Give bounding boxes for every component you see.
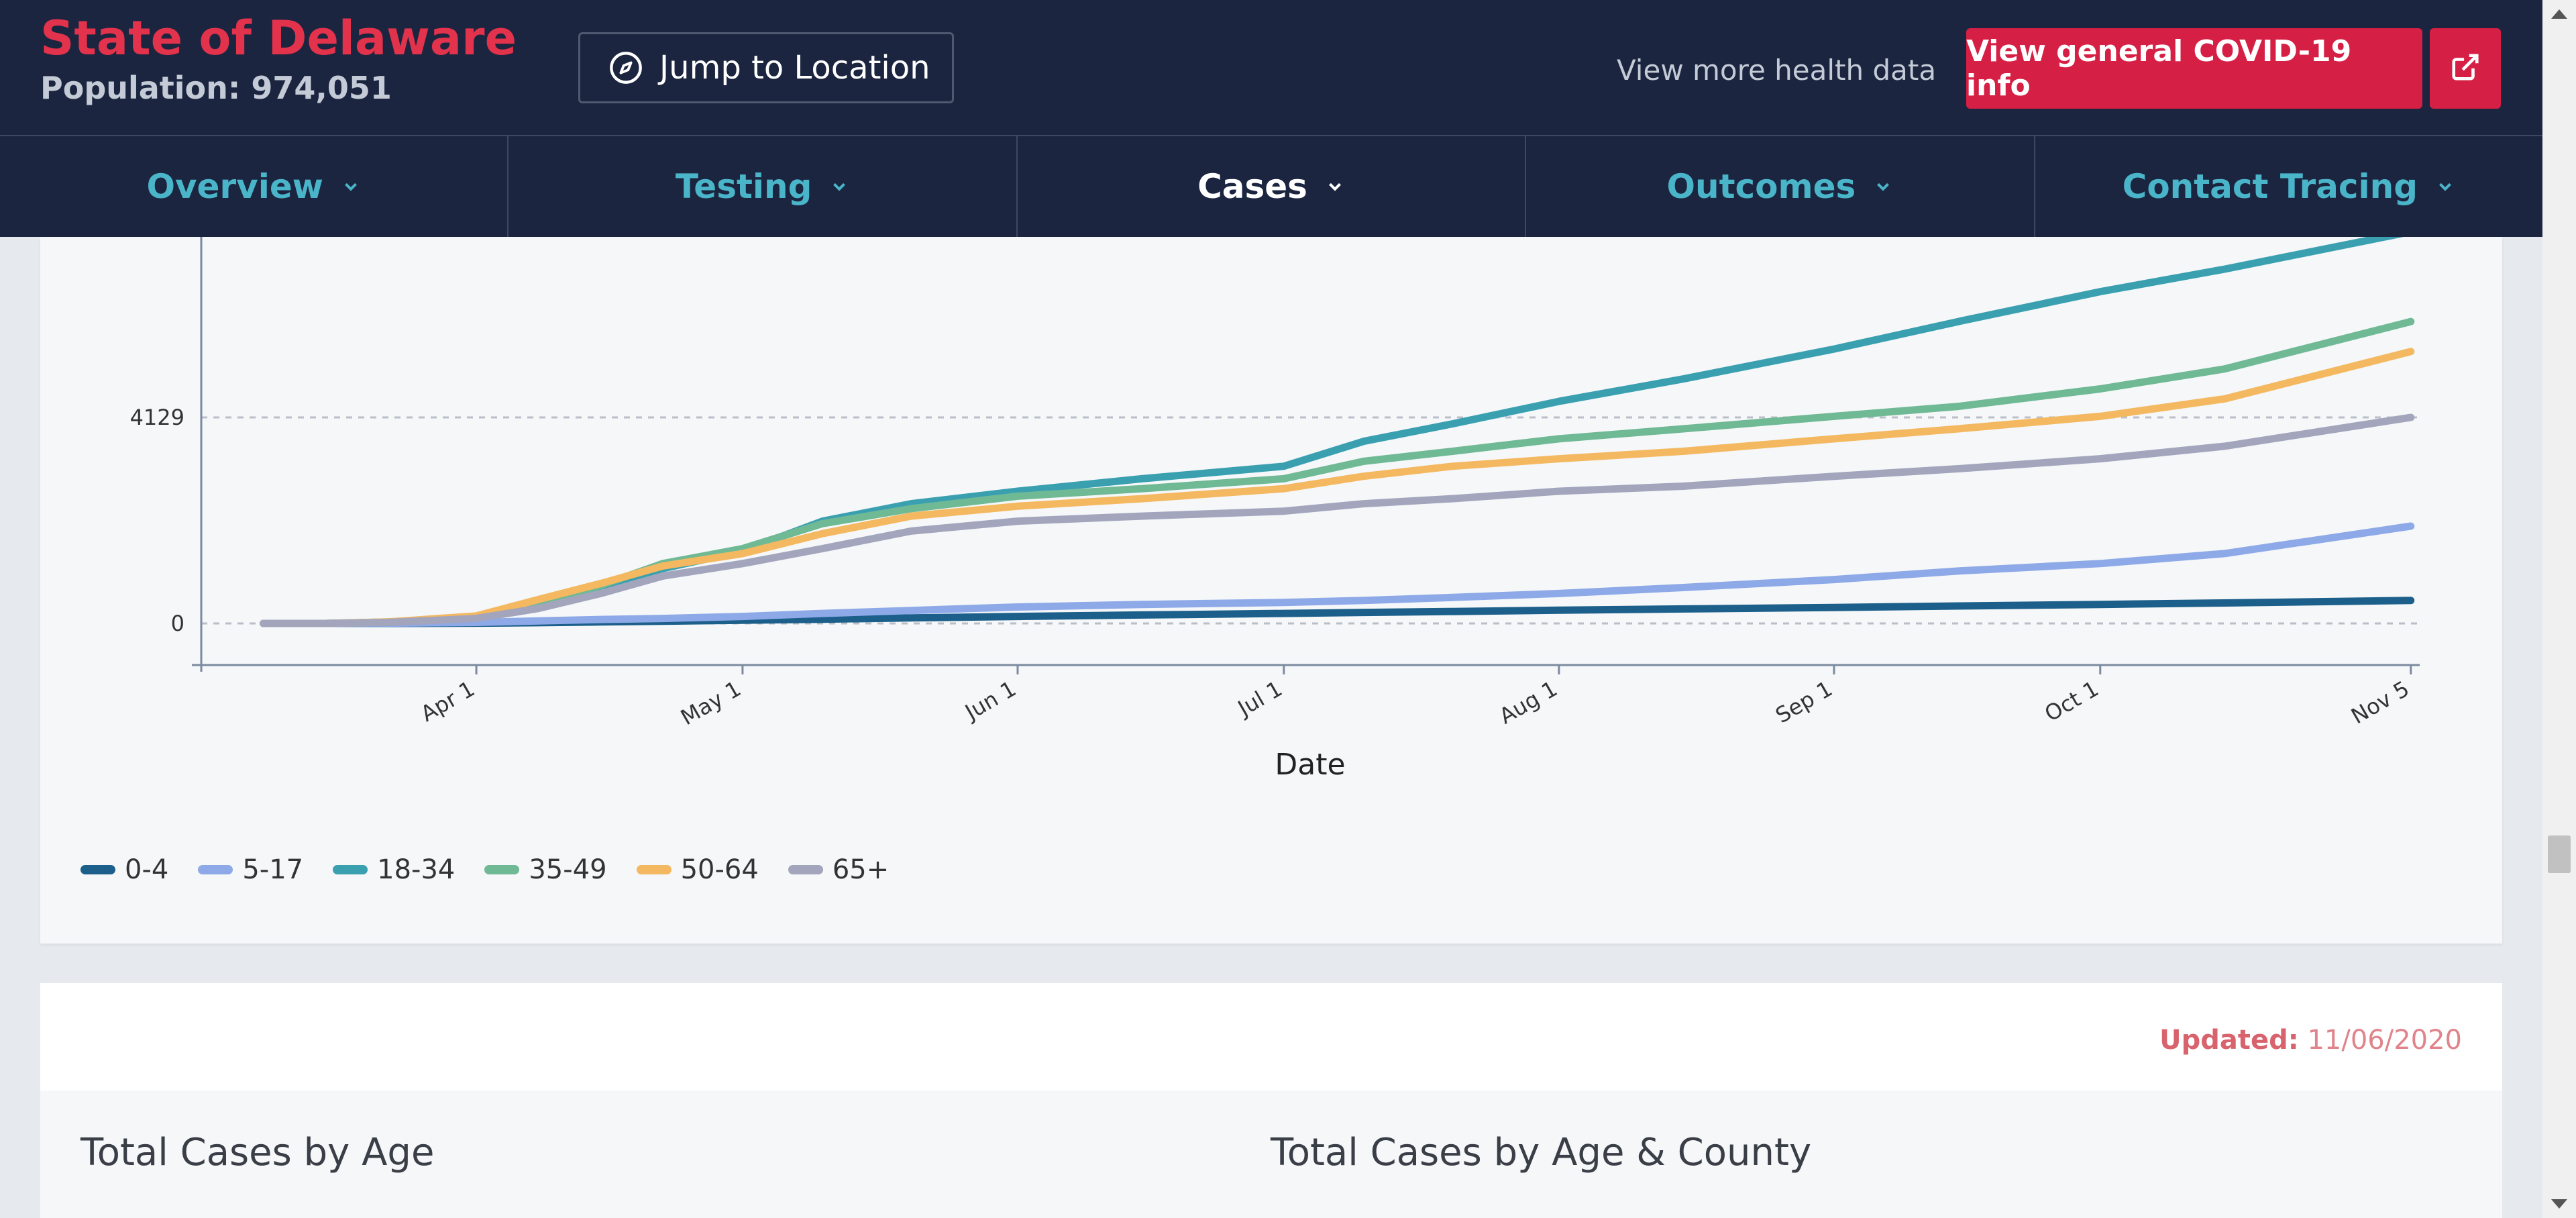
chevron-down-icon	[341, 176, 361, 197]
y-tick-label: 4129	[130, 405, 184, 430]
legend-label: 50-64	[680, 854, 759, 885]
scroll-down-arrow[interactable]	[2551, 1199, 2567, 1209]
legend-item-65+[interactable]: 65+	[788, 854, 889, 885]
nav-cases-label: Cases	[1197, 167, 1307, 206]
scroll-thumb[interactable]	[2548, 835, 2571, 873]
series-line-35-49	[260, 317, 2415, 627]
legend-swatch	[198, 865, 233, 874]
x-tick-label: Apr 1	[417, 676, 479, 727]
legend-label: 5-17	[242, 854, 304, 885]
updated-timestamp: Updated: 11/06/2020	[2159, 1025, 2462, 1056]
nav-testing-label: Testing	[675, 167, 812, 206]
x-tick-label: Oct 1	[2040, 676, 2102, 727]
chevron-down-icon	[829, 176, 849, 197]
population-text: Population: 974,051	[40, 70, 392, 106]
section-header-band	[40, 1090, 2502, 1218]
page-scrollbar[interactable]	[2542, 0, 2576, 1218]
nav-testing[interactable]: Testing	[508, 136, 1018, 237]
series-line-5-17	[260, 522, 2415, 627]
external-link-button[interactable]	[2430, 28, 2501, 109]
chevron-down-icon	[1325, 176, 1345, 197]
external-link-icon	[2450, 52, 2481, 85]
cases-line-chart: 0 4129 Apr 1 May 1 Jun 1 Jul 1 Aug 1 Sep 1 Oct 1…	[130, 237, 2420, 782]
legend-swatch	[333, 865, 368, 874]
total-cases-by-age-title: Total Cases by Age	[80, 1131, 435, 1174]
chevron-down-icon	[2435, 176, 2455, 197]
section-nav: Overview Testing Cases Outcomes Contact …	[0, 135, 2542, 237]
x-tick-label: Sep 1	[1771, 676, 1837, 728]
nav-overview-label: Overview	[146, 167, 323, 206]
chart-legend: 0-4 5-17 18-34 35-49 50-64 65+	[80, 854, 889, 885]
legend-swatch	[636, 865, 672, 874]
legend-swatch	[484, 865, 520, 874]
view-covid-info-button[interactable]: View general COVID-19 info	[1966, 28, 2422, 109]
x-tick-label: Aug 1	[1495, 676, 1562, 729]
y-tick-label: 0	[171, 611, 184, 636]
legend-label: 65+	[832, 854, 890, 885]
legend-swatch	[788, 865, 823, 874]
updated-label: Updated:	[2159, 1025, 2299, 1056]
top-header: State of Delaware Population: 974,051 Ju…	[0, 0, 2542, 135]
legend-label: 0-4	[125, 854, 169, 885]
compass-icon	[608, 50, 643, 85]
nav-outcomes-label: Outcomes	[1666, 167, 1856, 206]
legend-swatch	[80, 865, 115, 874]
nav-outcomes[interactable]: Outcomes	[1526, 136, 2035, 237]
total-cases-by-age-county-title: Total Cases by Age & County	[1271, 1131, 1812, 1174]
legend-item-35-49[interactable]: 35-49	[484, 854, 607, 885]
jump-to-location-button[interactable]: Jump to Location	[578, 32, 954, 103]
nav-cases[interactable]: Cases	[1018, 136, 1527, 237]
x-tick-label: Jul 1	[1232, 676, 1287, 721]
chevron-down-icon	[1873, 176, 1893, 197]
scroll-up-arrow[interactable]	[2551, 9, 2567, 19]
series-line-50-64	[260, 348, 2415, 627]
nav-overview[interactable]: Overview	[0, 136, 509, 237]
legend-item-5-17[interactable]: 5-17	[198, 854, 303, 885]
view-more-health-data-link[interactable]: View more health data	[1617, 54, 1937, 87]
legend-item-18-34[interactable]: 18-34	[333, 854, 455, 885]
x-tick-label: May 1	[676, 676, 745, 730]
legend-label: 18-34	[377, 854, 455, 885]
age-breakdown-card: Updated: 11/06/2020 Total Cases by Age T…	[40, 983, 2502, 1218]
cases-by-age-chart-card: 0 4129 Apr 1 May 1 Jun 1 Jul 1 Aug 1 Sep 1 Oct 1…	[40, 237, 2502, 944]
updated-date: 11/06/2020	[2307, 1025, 2462, 1056]
location-title: State of Delaware	[40, 11, 517, 66]
nav-contact-tracing[interactable]: Contact Tracing	[2035, 136, 2542, 237]
series-line-65+	[260, 413, 2415, 627]
x-tick-label: Jun 1	[960, 676, 1020, 725]
legend-item-50-64[interactable]: 50-64	[636, 854, 759, 885]
x-axis-label: Date	[1275, 748, 1345, 782]
jump-to-location-label: Jump to Location	[659, 49, 930, 87]
x-tick-label: Nov 5	[2347, 676, 2414, 729]
legend-item-0-4[interactable]: 0-4	[80, 854, 168, 885]
nav-contact-tracing-label: Contact Tracing	[2122, 167, 2418, 206]
legend-label: 35-49	[529, 854, 607, 885]
